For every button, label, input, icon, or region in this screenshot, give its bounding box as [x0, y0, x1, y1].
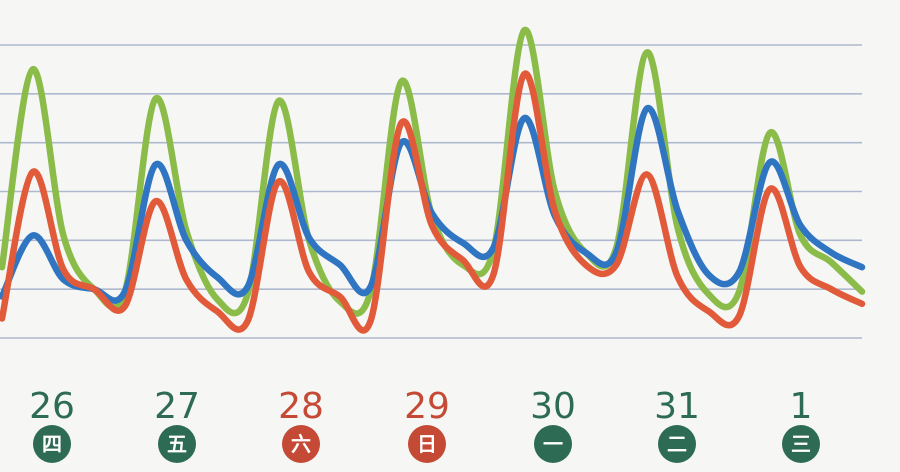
- x-tick-weekday: 二: [667, 432, 687, 456]
- x-tick-day-31: 31: [654, 386, 700, 427]
- x-tick-day-28: 28: [278, 386, 324, 427]
- weekday-badge: 一: [534, 425, 572, 463]
- weekday-badge-circle: [282, 425, 320, 463]
- weekday-badge-circle: [658, 425, 696, 463]
- x-tick-day-29: 29: [404, 386, 450, 427]
- x-tick-weekday: 一: [543, 432, 563, 456]
- x-tick-day-27: 27: [154, 386, 200, 427]
- x-tick-weekday: 五: [167, 432, 187, 456]
- series-line-1: [0, 105, 866, 304]
- weekday-badge-circle: [158, 425, 196, 463]
- x-tick-day-26: 26: [29, 386, 75, 427]
- weekday-badge: 三: [782, 425, 820, 463]
- weekday-badge: 四: [33, 425, 71, 463]
- x-axis-labels: 26 四 27 五 28 六 29 日 30 一 31 二 1 三: [29, 386, 820, 463]
- series-layer: [0, 27, 866, 334]
- x-tick-weekday: 日: [417, 432, 437, 456]
- weekday-badge: 二: [658, 425, 696, 463]
- weekday-badge-circle: [33, 425, 71, 463]
- weekday-badge-circle: [782, 425, 820, 463]
- series-line-0: [0, 27, 866, 317]
- weekday-badge: 六: [282, 425, 320, 463]
- weekday-badge-circle: [408, 425, 446, 463]
- series-line-2: [0, 70, 866, 334]
- weekday-badge: 日: [408, 425, 446, 463]
- x-tick-weekday: 六: [291, 432, 311, 456]
- x-tick-weekday: 三: [791, 432, 811, 456]
- weekday-badge-circle: [534, 425, 572, 463]
- x-tick-weekday: 四: [42, 432, 62, 456]
- weekday-badge: 五: [158, 425, 196, 463]
- x-tick-day-30: 30: [530, 386, 576, 427]
- x-tick-day-1: 1: [790, 386, 813, 427]
